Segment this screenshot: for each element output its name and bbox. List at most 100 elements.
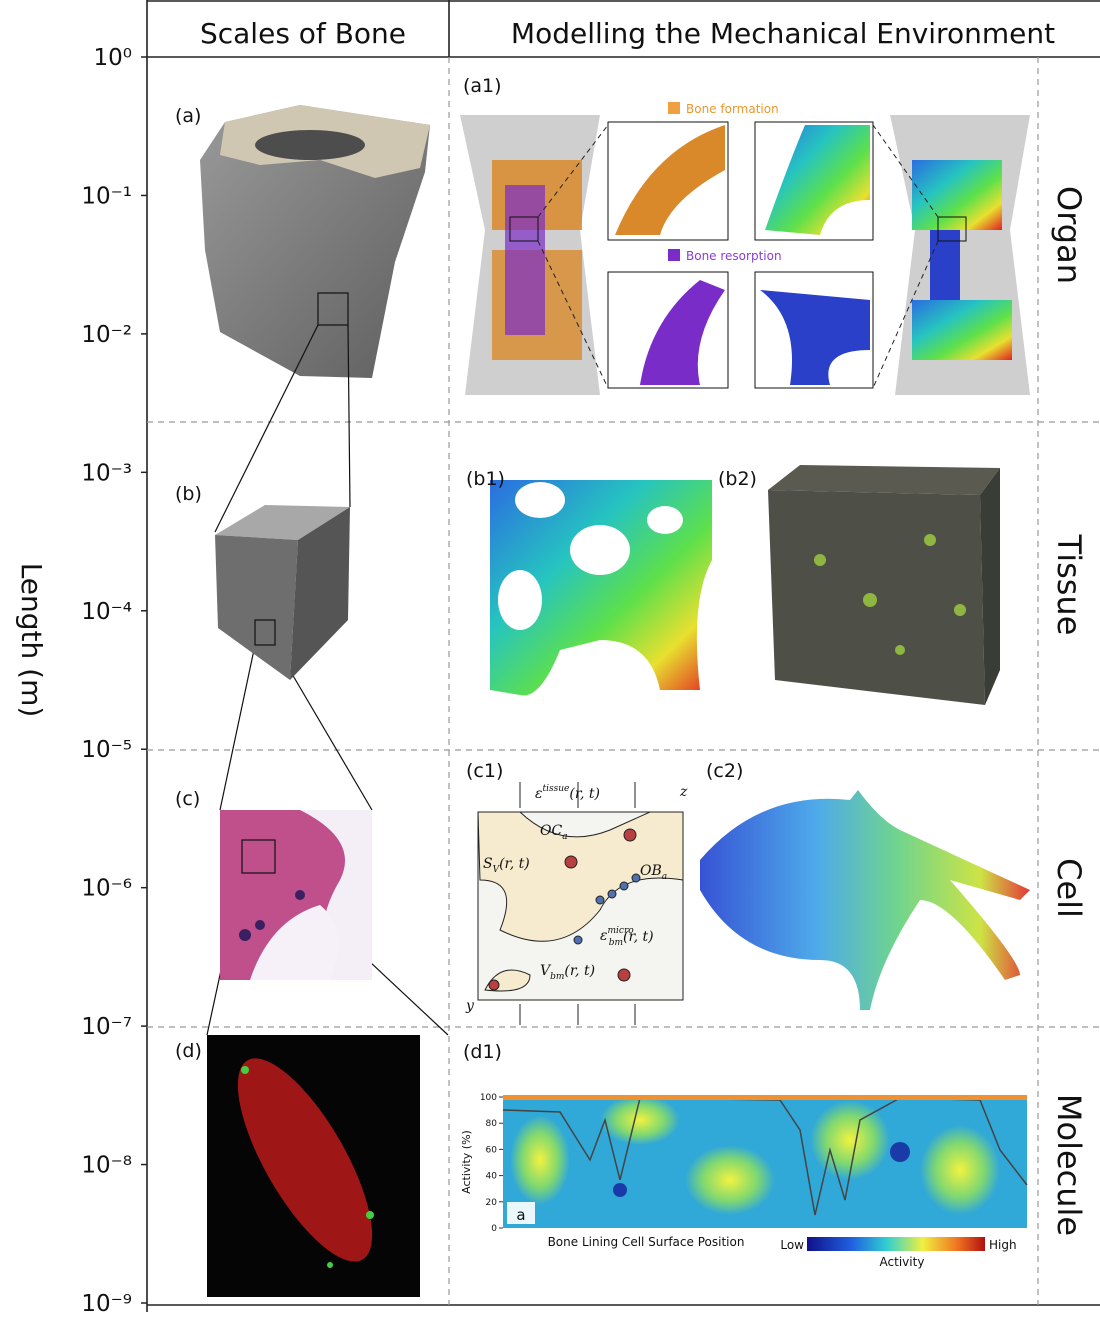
organ-model xyxy=(537,124,939,389)
activity-heatmap xyxy=(600,1095,680,1145)
tick-label: 10⁻⁷ xyxy=(81,1014,132,1040)
row-label: Tissue xyxy=(1050,534,1088,636)
column-header: Scales of Bone xyxy=(200,17,406,50)
tick-label: 10⁻¹ xyxy=(81,183,132,209)
organ-model xyxy=(930,230,960,300)
schematic-label: εtissue(r, t) xyxy=(535,784,600,802)
cube-image xyxy=(215,535,298,680)
row-label: Molecule xyxy=(1050,1094,1088,1236)
panel-label: (b2) xyxy=(718,468,757,490)
cell-flow-model xyxy=(700,790,1030,1010)
activity-heatmap xyxy=(502,1095,1028,1251)
tick-label: 100 xyxy=(480,1093,497,1103)
tick-label: 10⁻⁸ xyxy=(81,1153,132,1179)
label-part: a xyxy=(662,872,667,882)
organ-model xyxy=(912,300,1012,360)
label-part: S xyxy=(483,856,493,872)
colorbar-label: High xyxy=(989,1238,1017,1252)
organ-model xyxy=(615,125,725,235)
panel-label: (d1) xyxy=(463,1041,502,1063)
schematic-label: OBa xyxy=(640,863,667,882)
activity-heatmap xyxy=(807,1237,985,1251)
cell-schematic xyxy=(477,811,684,942)
activity-heatmap xyxy=(613,1183,627,1197)
panel-label: (a1) xyxy=(463,75,502,97)
tissue-model xyxy=(570,525,630,575)
zoom-line xyxy=(347,324,351,508)
cell-schematic xyxy=(488,828,637,991)
label-part: (r, t) xyxy=(623,929,654,945)
label-part: bm xyxy=(609,938,623,948)
histology-image xyxy=(255,920,265,930)
tissue-model xyxy=(490,480,712,696)
label-part: OB xyxy=(640,863,662,879)
label-part: OC xyxy=(540,823,562,839)
cell-image xyxy=(237,1058,373,1262)
schematic-label: z xyxy=(679,784,688,800)
cell-schematic xyxy=(631,873,641,883)
organ-model xyxy=(509,216,539,242)
cell-image xyxy=(241,1066,249,1074)
tissue-model xyxy=(814,554,826,566)
histology-image xyxy=(241,839,276,874)
label-part: tissue xyxy=(543,784,570,794)
organ-model xyxy=(537,124,609,218)
cell-image xyxy=(327,1262,333,1268)
panel-label: (b) xyxy=(175,483,202,505)
tick-label: 60 xyxy=(486,1145,498,1155)
histology-image xyxy=(220,810,372,980)
activity-heatmap xyxy=(510,1115,570,1205)
organ-model xyxy=(912,160,1002,230)
activity-heatmap xyxy=(810,1100,890,1180)
label-part: V xyxy=(540,963,552,979)
zoom-line xyxy=(214,324,319,533)
dashed-divider xyxy=(147,57,1100,1305)
zoom-line xyxy=(219,644,256,811)
organ-model xyxy=(460,102,1030,395)
organ-model xyxy=(505,185,545,335)
tissue-model xyxy=(515,482,565,518)
cell-schematic xyxy=(573,935,583,945)
cube-image xyxy=(290,507,350,680)
organ-model xyxy=(537,240,609,389)
bone-image xyxy=(200,105,430,378)
cell-schematic xyxy=(564,855,578,869)
panel-label: (a) xyxy=(175,105,201,127)
schematic-label: Vbm(r, t) xyxy=(540,963,595,982)
tick-label: 10⁻⁹ xyxy=(81,1291,132,1317)
label-part: micro xyxy=(608,926,635,936)
axis: 10⁰ 10⁻¹ 10⁻² 10⁻³ 10⁻⁴ 10⁻⁵ 10⁻⁶ 10⁻⁷ 10⁻⁸ 10⁻⁹ xyxy=(81,45,147,1317)
row-labels: Organ Tissue Cell Molecule xyxy=(1050,186,1088,1236)
cell-schematic xyxy=(607,889,617,899)
panel-label: (c) xyxy=(175,788,200,810)
label-part: bm xyxy=(550,972,564,982)
cell-schematic xyxy=(619,881,629,891)
schematic-label: εmicro bm(r, t) xyxy=(600,926,654,948)
histology-image xyxy=(250,905,338,980)
tissue-model xyxy=(980,468,1000,705)
tick-label: 10⁻⁵ xyxy=(81,737,132,763)
cell-image xyxy=(207,1035,420,1297)
label-part: (r, t) xyxy=(564,963,595,979)
label-part: V xyxy=(493,865,501,875)
cell-schematic xyxy=(488,979,500,991)
panel-label: (b1) xyxy=(466,468,505,490)
cell-schematic xyxy=(573,873,641,945)
cube-image xyxy=(254,619,276,646)
inset-label: a xyxy=(516,1206,525,1224)
activity-heatmap xyxy=(503,1095,1027,1100)
cell-image xyxy=(366,1211,374,1219)
cell-flow-model xyxy=(700,790,1030,1010)
bone-image xyxy=(317,292,349,326)
row-label: Organ xyxy=(1050,186,1088,284)
tissue-model xyxy=(647,506,683,534)
label-part: (r, t) xyxy=(569,786,600,802)
panel-label: (c2) xyxy=(706,760,743,782)
legend-label: Bone formation xyxy=(686,102,779,116)
activity-heatmap xyxy=(507,1202,535,1224)
column-header: Modelling the Mechanical Environment xyxy=(511,17,1055,50)
cube-image xyxy=(215,505,350,680)
cell-schematic xyxy=(477,782,684,1025)
tick-label: 10⁻³ xyxy=(81,460,132,486)
tissue-model xyxy=(895,645,905,655)
